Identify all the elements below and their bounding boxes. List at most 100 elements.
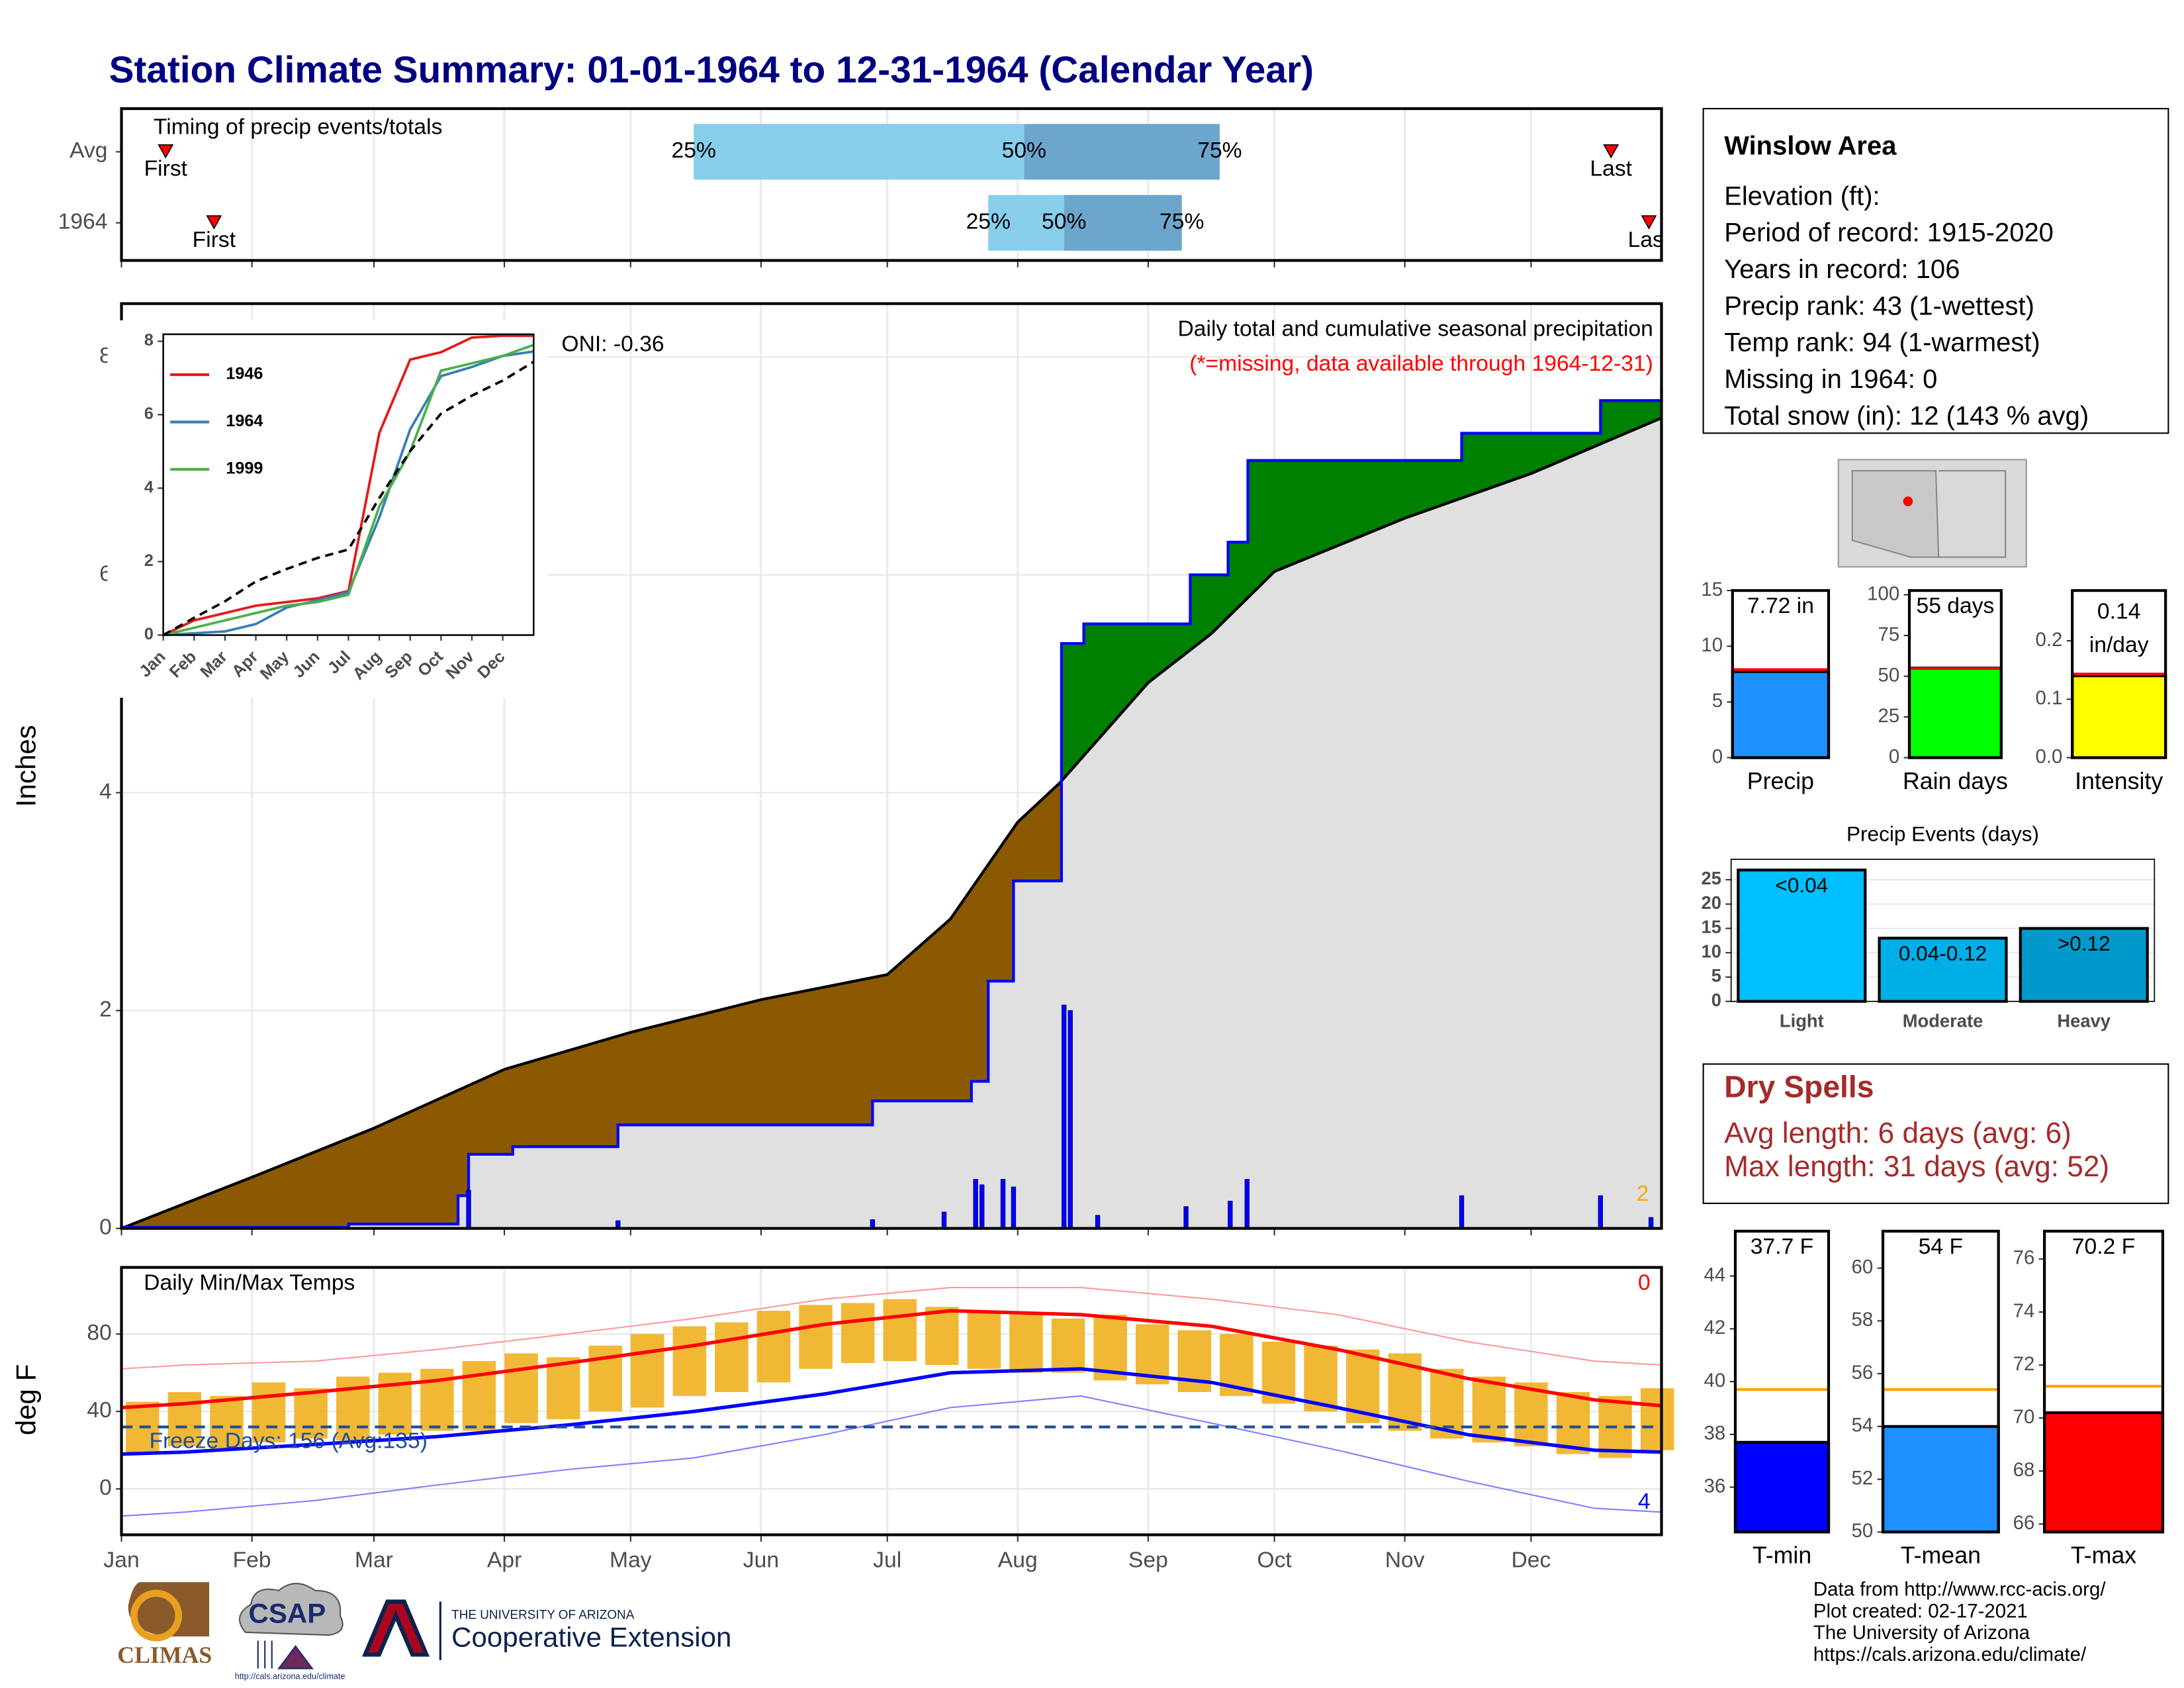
station-line: Period of record: 1915-2020: [1724, 218, 2054, 248]
y-tick-label: 54: [1852, 1415, 1874, 1436]
y-tick-label: 4: [99, 779, 112, 804]
dry-spells-line: Max length: 31 days (avg: 52): [1724, 1150, 2109, 1183]
x-tick-label: Light: [1780, 1011, 1824, 1031]
y-tick-label: 15: [1702, 917, 1721, 937]
bar: [1737, 868, 1867, 1003]
y-tick-label: 44: [1704, 1264, 1726, 1286]
daily-temp-bar: [1514, 1382, 1548, 1446]
daily-temp-bar: [546, 1357, 580, 1419]
event-label: First: [144, 157, 188, 181]
record-line: [121, 1286, 1662, 1370]
x-tick-label: T-min: [1752, 1542, 1811, 1569]
station-line: Precip rank: 43 (1-wettest): [1724, 291, 2034, 320]
daily-temp-bar: [294, 1388, 328, 1439]
y-tick-label: 5: [1712, 690, 1723, 712]
value-label: 54 F: [1919, 1235, 1963, 1259]
y-tick-label: 0.1: [2036, 687, 2063, 709]
chart-title: Precip Events (days): [1846, 822, 2039, 846]
event-label: Last: [1590, 157, 1632, 181]
peak-note: 2: [1637, 1182, 1649, 1206]
daily-temp-bar: [799, 1305, 833, 1369]
daily-temp-bar: [672, 1326, 707, 1396]
x-tick-label: Intensity: [2075, 768, 2163, 794]
daily-precip-bar: [1000, 1179, 1006, 1229]
page-title: Station Climate Summary: 01-01-1964 to 1…: [109, 49, 1314, 91]
event-marker: [206, 215, 222, 230]
y-tick-label: 25: [1702, 868, 1721, 888]
y-tick-label: 52: [1852, 1467, 1874, 1489]
y-tick-label: 0.2: [2036, 629, 2063, 651]
bar: [1731, 670, 1831, 759]
csap-url: http://cals.arizona.edu/climate: [235, 1671, 345, 1681]
x-tick-label: Jan: [103, 1548, 139, 1572]
freeze-label: Freeze Days: 156 (Avg:135): [150, 1429, 428, 1454]
panel-border: [120, 302, 1663, 1230]
quartile-label: 25%: [672, 138, 716, 163]
daily-precip-bar: [979, 1184, 985, 1229]
daily-precip-bar: [1095, 1215, 1101, 1229]
daily-precip-bar: [1228, 1201, 1233, 1229]
dry-spells-lines: Avg length: 6 days (avg: 6)Max length: 3…: [1724, 1117, 2109, 1182]
y-tick-label: 10: [1701, 634, 1723, 656]
credit-line: Plot created: 02-17-2021: [1813, 1600, 2028, 1622]
station-name: Winslow Area: [1724, 132, 1897, 161]
chart-title: Daily total and cumulative seasonal prec…: [1177, 317, 1653, 342]
map-border: [1938, 470, 2007, 558]
inset-line: [163, 344, 534, 637]
daily-temp-bar: [504, 1353, 538, 1423]
y-tick-label: 56: [1852, 1362, 1874, 1383]
climas-text: CLIMAS: [117, 1642, 212, 1668]
y-tick-label: 75: [1878, 624, 1900, 645]
daily-temp-bar: [883, 1299, 917, 1362]
climas-logo: CLIMAS: [117, 1582, 212, 1668]
y-tick-label: 70: [2013, 1406, 2035, 1428]
daily-temp-bar: [925, 1307, 959, 1366]
year-line: [121, 387, 1663, 1229]
panel-border: [2043, 1229, 2165, 1534]
y-tick-label: 42: [1704, 1317, 1726, 1338]
quartile-label: 75%: [1160, 210, 1204, 234]
panel-border: [1881, 1229, 2000, 1534]
quartile-label: 50%: [1002, 138, 1046, 163]
y-axis-label: Inches: [11, 725, 42, 807]
chart-title: Daily Min/Max Temps: [144, 1271, 355, 1295]
x-tick-label: Jun: [743, 1548, 779, 1572]
daily-precip-bar: [1244, 1179, 1250, 1229]
x-tick-label: Nov: [1385, 1548, 1425, 1572]
y-tick-label: 0: [1889, 745, 1899, 767]
daily-temp-bar: [1472, 1376, 1506, 1443]
base-fill: [121, 418, 1662, 1229]
y-tick-label: 0: [1712, 745, 1723, 767]
y-tick-label: 0: [99, 1215, 112, 1240]
y-tick-label: 25: [1878, 705, 1900, 727]
panel-border: [1733, 1229, 1831, 1534]
y-tick-label: 36: [1704, 1475, 1726, 1497]
ua-a: [361, 1599, 430, 1657]
average-line: [120, 416, 1662, 1230]
panel-border: [1731, 588, 1831, 759]
x-tick-label: May: [610, 1548, 652, 1572]
value-label: 0.14 in/day: [2089, 600, 2149, 657]
credits: Data from http://www.rcc-acis.org/Plot c…: [1813, 1579, 2106, 1665]
y-tick-label: 50: [1878, 664, 1900, 686]
y-tick-label: 10: [1702, 941, 1721, 961]
daily-temp-bar: [1051, 1318, 1085, 1373]
quartile-label: 25%: [966, 210, 1011, 234]
x-tick-label: Dec: [1511, 1548, 1551, 1572]
station-line: Missing in 1964: 0: [1724, 365, 1937, 394]
y-tick-label: 2: [99, 997, 112, 1021]
station-line: Total snow (in): 12 (143 % avg): [1724, 401, 2089, 430]
y-tick-label: 0.0: [2036, 745, 2063, 767]
daily-precip-bar: [1062, 1004, 1067, 1229]
y-tick-label: 50: [1852, 1520, 1874, 1542]
chart-subtitle: (*=missing, data available through 1964-…: [1189, 352, 1653, 376]
ua-unit: Cooperative Extension: [451, 1621, 731, 1652]
bar-label: <0.04: [1775, 873, 1828, 897]
station-lines: Elevation (ft): Period of record: 1915-20…: [1724, 181, 2089, 430]
y-tick-label: 76: [2013, 1247, 2035, 1269]
normal-line: [121, 1309, 1662, 1410]
credit-line: The University of Arizona: [1813, 1622, 2030, 1644]
quartile-label: 50%: [1042, 210, 1086, 234]
csap-icon: [257, 1640, 314, 1669]
ua-logo: THE UNIVERSITY OF ARIZONA Cooperative Ex…: [361, 1599, 731, 1660]
